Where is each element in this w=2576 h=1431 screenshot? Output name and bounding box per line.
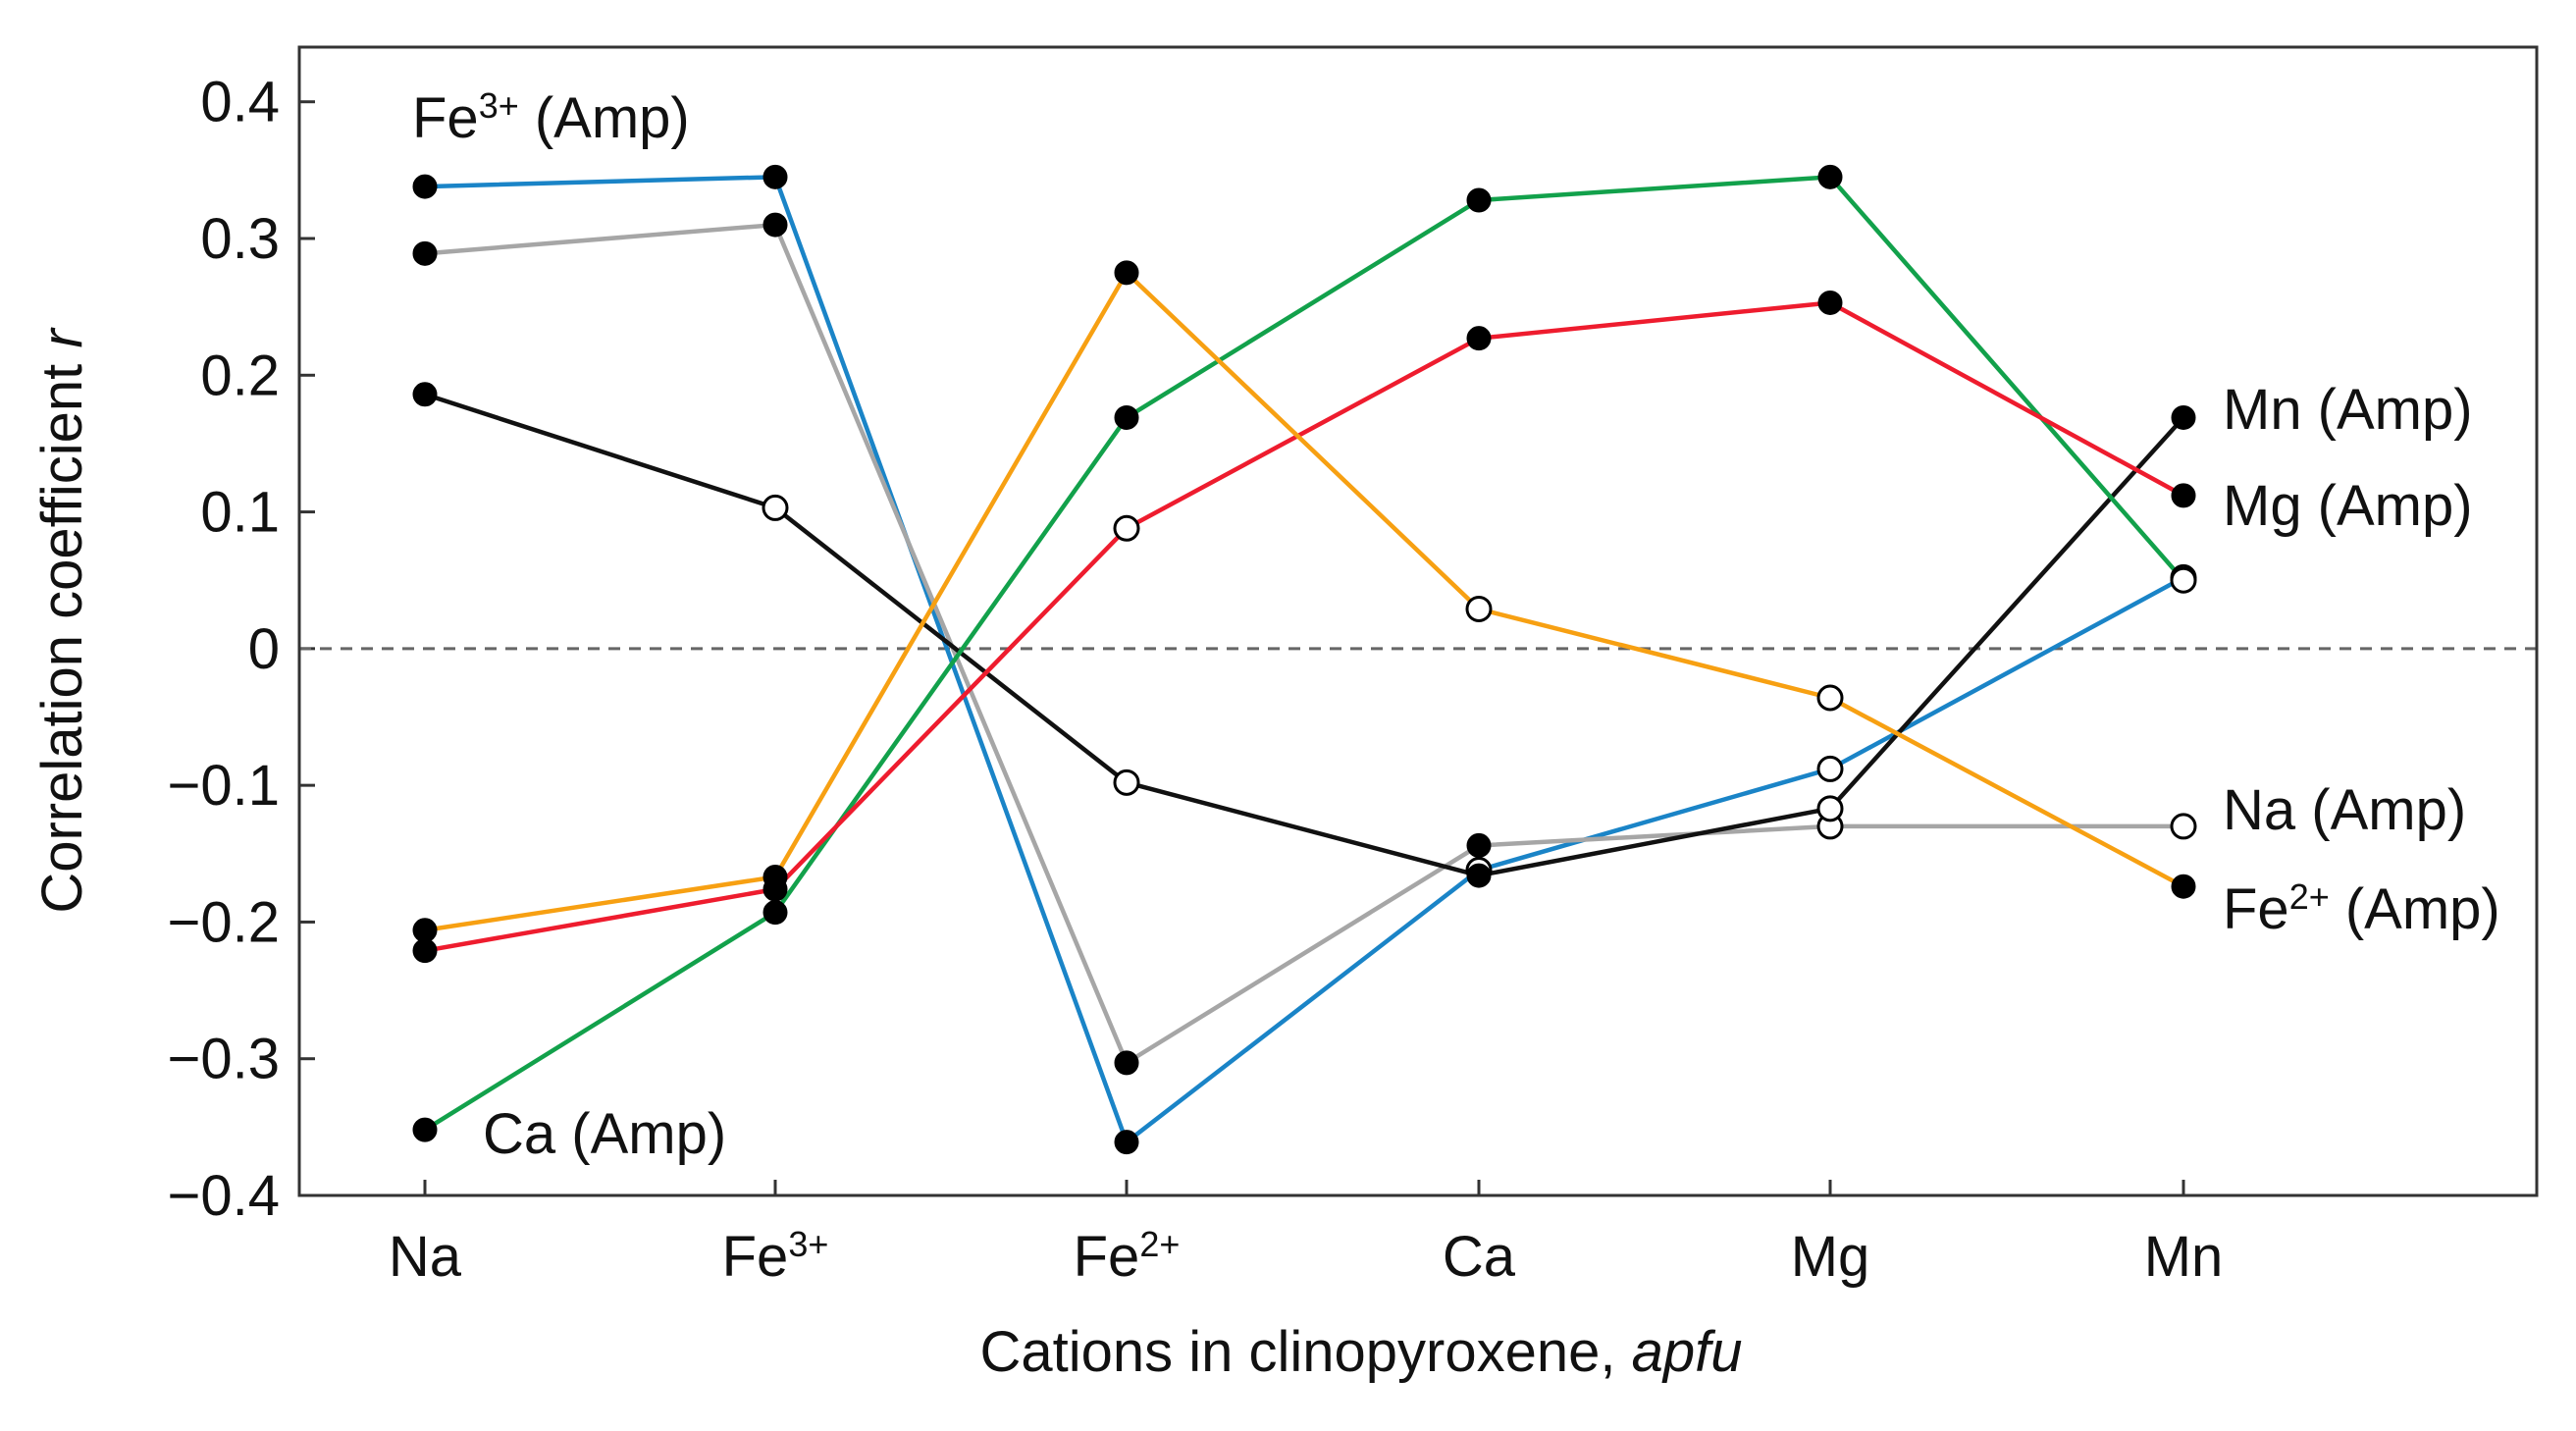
x-axis-title: Cations in clinopyroxene, apfu <box>979 1320 1742 1384</box>
data-point-fe2-amp <box>1114 260 1139 286</box>
data-point-ca-amp <box>1817 164 1843 189</box>
series-line-mg-amp <box>424 300 2185 953</box>
series-label-mg-amp: Mg (Amp) <box>2223 474 2473 538</box>
series-label-fe3-amp: Fe3+ (Amp) <box>412 85 690 150</box>
data-point-fe2-amp <box>412 918 438 943</box>
series-line-mn-amp <box>424 392 2185 878</box>
y-tick-label: 0 <box>248 617 280 681</box>
data-point-fe2-amp <box>2171 874 2196 899</box>
data-point-fe3-amp <box>1816 755 1844 782</box>
x-tick-label: Mn <box>2144 1225 2224 1289</box>
data-point-mg-amp <box>2171 483 2196 508</box>
y-axis-title: Correlation coefficient r <box>30 327 94 914</box>
plot-frame <box>297 45 2539 1197</box>
y-tick-label: −0.3 <box>168 1028 281 1091</box>
data-point-na-amp <box>1466 832 1492 858</box>
series-line-na-amp <box>424 222 2183 1066</box>
data-point-mg-amp <box>1817 290 1843 315</box>
data-point-ca-amp <box>412 1117 438 1142</box>
data-point-na-amp <box>1114 1050 1139 1076</box>
series-line-fe3-amp <box>424 175 2185 1144</box>
data-point-ca-amp <box>2170 566 2197 594</box>
y-tick-label: 0.1 <box>200 481 280 545</box>
data-point-mn-amp <box>1113 768 1140 796</box>
y-tick-label: 0.4 <box>200 71 280 134</box>
series-label-ca-amp: Ca (Amp) <box>483 1102 726 1166</box>
data-point-fe2-amp <box>1465 595 1493 622</box>
y-tick-label: 0.2 <box>200 344 280 407</box>
data-point-fe3-amp <box>412 174 438 199</box>
data-point-mn-amp <box>762 494 789 521</box>
x-tick-label: Ca <box>1443 1225 1516 1289</box>
data-point-mn-amp <box>412 382 438 407</box>
y-tick-label: −0.1 <box>168 754 281 818</box>
data-point-fe2-amp <box>1816 684 1844 712</box>
series-label-mn-amp: Mn (Amp) <box>2223 378 2473 442</box>
data-point-fe2-amp <box>762 864 788 889</box>
series-line-fe2-amp <box>424 270 2185 933</box>
series-label-na-amp: Na (Amp) <box>2223 778 2466 842</box>
data-point-ca-amp <box>1114 404 1139 430</box>
data-point-ca-amp <box>762 900 788 926</box>
x-tick-label: Mg <box>1791 1225 1870 1289</box>
data-point-mn-amp <box>1466 863 1492 888</box>
series-line-ca-amp <box>423 175 2185 1133</box>
x-tick-label: Fe2+ <box>1074 1224 1181 1289</box>
x-tick-label: Fe3+ <box>722 1224 829 1289</box>
data-point-fe3-amp <box>762 164 788 189</box>
data-point-na-amp <box>762 212 788 238</box>
data-point-na-amp <box>2170 813 2197 840</box>
data-point-na-amp <box>412 240 438 266</box>
y-tick-label: −0.2 <box>168 890 281 954</box>
data-point-mn-amp <box>2171 404 2196 430</box>
data-point-mn-amp <box>1816 795 1844 822</box>
data-point-fe3-amp <box>1114 1130 1139 1155</box>
series-label-fe2-amp: Fe2+ (Amp) <box>2223 876 2500 941</box>
data-point-mg-amp <box>1113 514 1140 542</box>
x-tick-label: Na <box>389 1225 462 1289</box>
y-tick-label: 0.3 <box>200 207 280 271</box>
data-point-ca-amp <box>1466 187 1492 213</box>
data-point-mg-amp <box>1466 326 1492 351</box>
y-tick-label: −0.4 <box>168 1164 281 1228</box>
